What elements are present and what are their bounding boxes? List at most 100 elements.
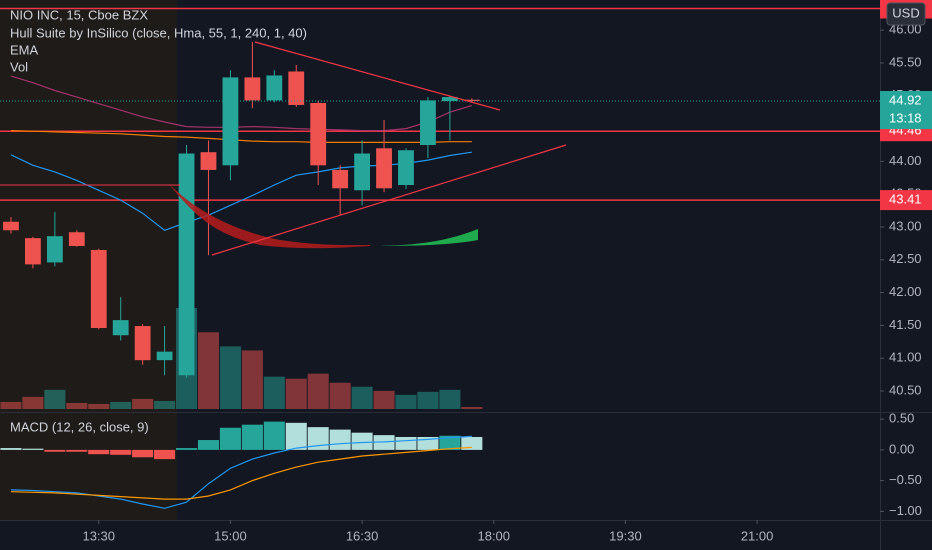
candle-body (398, 150, 414, 186)
macd-histogram-bar (263, 421, 285, 450)
macd-histogram-bar (197, 440, 220, 450)
volume-bar (263, 376, 285, 409)
macd-histogram-bar (285, 422, 307, 450)
volume-bar (285, 378, 307, 409)
hull-band (370, 229, 478, 246)
macd-histogram-bar (22, 448, 44, 450)
y-tick-label: 44.00 (889, 153, 922, 168)
y-tick-label: 40.50 (889, 382, 922, 397)
candle-body (354, 153, 370, 191)
candle-body (376, 148, 392, 189)
x-tick-label: 15:00 (214, 528, 247, 543)
volume-bar (439, 389, 461, 409)
volume-bar (66, 402, 88, 409)
price-line-label: 43.41 (889, 192, 922, 207)
macd-histogram-bar (0, 448, 22, 450)
candle-body (244, 77, 261, 101)
macd-histogram-bar (154, 449, 176, 460)
volume-bar (241, 350, 263, 409)
volume-bar (329, 382, 351, 409)
macd-histogram-bar (373, 435, 395, 450)
macd-title: MACD (12, 26, close, 9) (10, 419, 149, 434)
candle-body (68, 232, 85, 247)
volume-bar (373, 390, 395, 409)
candle-body (25, 238, 41, 265)
candle-body (112, 320, 129, 336)
price-line-label-box (880, 190, 932, 211)
candle-body (222, 77, 239, 166)
candle-body (441, 97, 458, 102)
volume-bar (22, 396, 44, 409)
volume-bar (197, 332, 220, 409)
candle-body (420, 100, 436, 145)
macd-histogram-bar (110, 449, 132, 455)
y-tick-label: 43.00 (889, 218, 922, 233)
y-tick-label: 41.50 (889, 317, 922, 332)
volume-bar (461, 406, 483, 409)
candle-body (46, 236, 63, 263)
y-tick-label: 42.00 (889, 284, 922, 299)
volume-bar (0, 401, 22, 409)
indicator-label: Vol (10, 59, 28, 74)
volume-bar (307, 373, 329, 409)
macd-histogram-bar (44, 449, 66, 452)
premarket-shade (0, 413, 177, 520)
candle-body (90, 249, 107, 329)
candle-body (310, 103, 327, 166)
last-price-label: 44.92 (889, 92, 922, 107)
volume-bar (154, 400, 176, 409)
macd-histogram-bar (219, 427, 241, 450)
macd-histogram-bar (351, 432, 373, 450)
indicator-label: EMA (10, 42, 39, 57)
y-tick-label: 45.50 (889, 54, 922, 69)
plot (0, 7, 880, 509)
trendline (254, 41, 501, 111)
y-tick-label: −0.50 (889, 472, 922, 487)
volume-bar (417, 391, 439, 409)
y-tick-label: 42.50 (889, 251, 922, 266)
y-tick-label: 41.00 (889, 350, 922, 365)
y-tick-label: −1.00 (889, 503, 922, 518)
axis: 40.5041.0041.5042.0042.5043.0043.5044.00… (82, 0, 932, 543)
y-tick-label: 0.50 (889, 411, 914, 426)
indicator-line (10, 75, 472, 132)
candle-body (266, 75, 283, 101)
candle-body (288, 71, 305, 105)
countdown-label: 13:18 (889, 110, 922, 125)
volume-bar (351, 386, 373, 409)
candle-body (134, 326, 151, 361)
chart-title: NIO INC, 15, Cboe BZX (10, 7, 148, 22)
volume-bar (132, 398, 154, 409)
macd-histogram-bar (395, 436, 417, 450)
currency-box (886, 2, 926, 26)
candle-body (463, 99, 480, 102)
candle-body (178, 153, 195, 376)
indicator-line (10, 130, 472, 143)
macd-histogram-bar (461, 436, 483, 450)
candle-body (332, 169, 349, 189)
volume-bar (110, 401, 132, 409)
candle-body (200, 152, 217, 170)
macd-histogram-bar (132, 449, 154, 458)
candle-body (3, 221, 19, 231)
volume-bar (88, 403, 110, 409)
macd-histogram-bar (88, 449, 110, 455)
x-tick-label: 18:00 (477, 528, 510, 543)
trendline (211, 144, 567, 256)
last-price-box (880, 91, 932, 130)
volume-bar (44, 389, 66, 409)
macd-histogram-bar (176, 448, 198, 450)
x-tick-label: 19:30 (609, 528, 642, 543)
x-tick-label: 16:30 (346, 528, 379, 543)
candle-body (156, 351, 173, 361)
macd-histogram-bar (241, 424, 263, 450)
hull-band (168, 183, 370, 249)
indicator-label: Hull Suite by InSilico (close, Hma, 55, … (10, 25, 307, 40)
x-tick-label: 21:00 (741, 528, 774, 543)
macd-histogram-bar (439, 435, 461, 450)
volume-bar (395, 394, 417, 409)
macd-histogram-bar (329, 429, 351, 450)
macd-histogram-bar (66, 449, 88, 452)
